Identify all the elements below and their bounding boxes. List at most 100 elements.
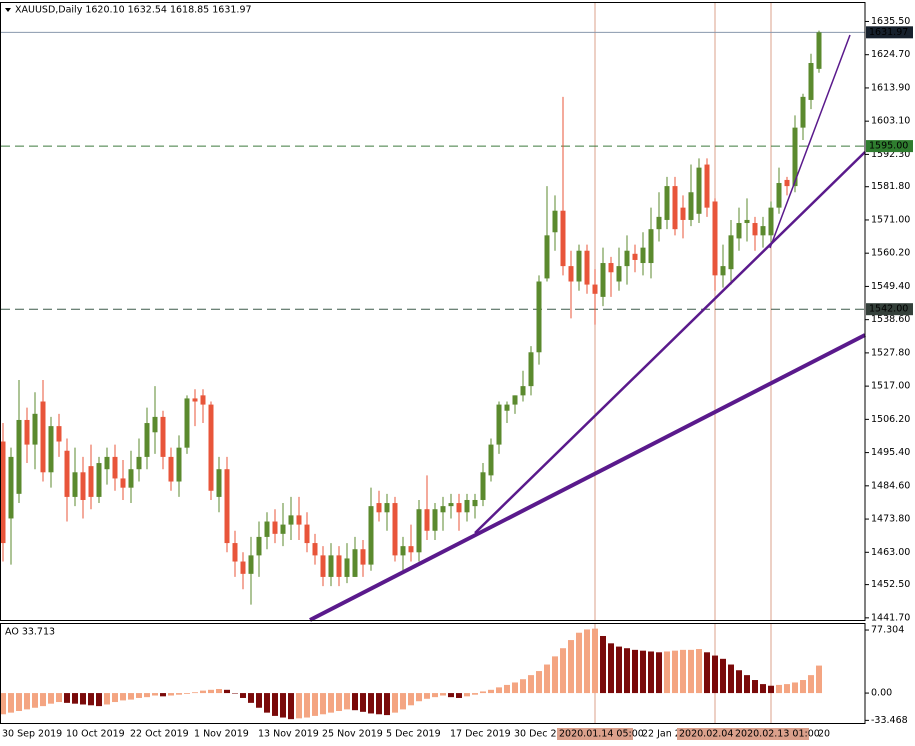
ao-bar (296, 693, 302, 719)
candle-body (496, 404, 502, 445)
candle-body (504, 404, 510, 411)
candle-body (64, 450, 70, 497)
ao-bar (264, 693, 270, 713)
ao-bar (320, 693, 326, 715)
candle-body (672, 186, 678, 230)
ao-bar (208, 689, 214, 694)
candle-body (632, 253, 638, 260)
ao-bar (168, 693, 174, 696)
candle-body (208, 404, 214, 491)
price-tag (866, 26, 913, 39)
candle-body (160, 416, 166, 457)
ao-bar (288, 693, 294, 720)
ao-bar (584, 629, 590, 694)
ao-bar (616, 646, 622, 694)
ao-bar (232, 693, 238, 694)
ao-bar (560, 648, 566, 694)
y-tick-label: 1603.10 (871, 116, 910, 127)
ao-bar (120, 693, 126, 701)
ao-bar (304, 693, 310, 718)
candle-body (24, 419, 30, 445)
x-tick-label: 5 Dec 2019 (386, 729, 441, 740)
y-tick-label: 1613.90 (871, 82, 910, 93)
candle-body (792, 127, 798, 187)
candle-body (56, 426, 62, 442)
ao-bar (800, 680, 806, 694)
candle-body (464, 499, 470, 513)
candle-body (408, 546, 414, 553)
ao-bar (136, 693, 142, 698)
candle-body (392, 503, 398, 556)
ao-bar (376, 693, 382, 715)
ao-bar (184, 693, 190, 694)
candle-body (328, 555, 334, 577)
y-tick-label: 1560.20 (871, 248, 910, 259)
candle-body (336, 555, 342, 577)
ao-bar (312, 693, 318, 716)
menu-arrow[interactable] (5, 8, 11, 12)
ao-bar (744, 675, 750, 694)
candle-body (360, 549, 366, 565)
candle-body (784, 179, 790, 187)
ao-bar (384, 693, 390, 716)
ao-bar (504, 684, 510, 694)
ao-bar (368, 693, 374, 714)
ao-bar (688, 649, 694, 694)
ao-bar (24, 693, 30, 710)
ao-bar (72, 693, 78, 704)
candle-body (16, 419, 22, 494)
ao-bar (760, 684, 766, 694)
candle-body (688, 192, 694, 220)
candle-body (152, 416, 158, 433)
candle-body (664, 186, 670, 220)
ao-bar (144, 693, 150, 698)
ao-bar (632, 649, 638, 694)
ao-bar (720, 658, 726, 694)
candle-body (808, 63, 814, 100)
candle-body (88, 466, 94, 497)
candle-body (264, 521, 270, 537)
ao-bar (64, 693, 70, 703)
ao-bar (408, 693, 414, 706)
candle-body (8, 456, 14, 519)
x-tick-label: 22 Oct 2019 (130, 729, 189, 740)
x-tick-label: 17 Dec 2019 (450, 729, 511, 740)
labels: 1635.50 1624.70 1613.90 1603.10 1592.30 1581.… (2, 16, 913, 740)
y-tick-label: 1635.50 (871, 16, 910, 27)
candle-body (32, 413, 38, 445)
candle-body (232, 543, 238, 562)
ao-bar (248, 693, 254, 703)
ao-bar (152, 693, 158, 696)
candle-body (312, 543, 318, 556)
x-tick-label: 30 Dec 20 (514, 729, 563, 740)
ao-bar (448, 693, 454, 698)
candle-body (520, 386, 526, 396)
ao-bar (224, 689, 230, 694)
candle-body (720, 266, 726, 276)
ao-bar (488, 689, 494, 694)
y-tick-label: 1581.80 (871, 181, 910, 192)
candle-body (712, 201, 718, 276)
candle-body (648, 229, 654, 264)
candle-body (200, 395, 206, 405)
x-tick-label: 20 (818, 729, 830, 740)
trend-line (309, 333, 866, 622)
ao-bar (672, 650, 678, 694)
candle-body (640, 247, 646, 264)
ao-bar (32, 693, 38, 708)
y-tick-label: 1506.20 (871, 414, 910, 425)
ao-bar (112, 693, 118, 703)
candle-body (168, 456, 174, 482)
candle-body (344, 558, 350, 577)
ao-bar (776, 684, 782, 694)
ao-bar (40, 693, 46, 707)
price-tag-label: 1595.00 (869, 141, 908, 152)
candle-body (376, 503, 382, 513)
x-tick-label: 25 Nov 2019 (322, 729, 383, 740)
ao-bar (640, 650, 646, 694)
ao-bar (424, 693, 430, 699)
candle-body (816, 32, 822, 69)
vline-tag-label: 2020.02.13 01:00 (735, 729, 820, 740)
ao-bar (104, 693, 110, 705)
ao-bar (8, 693, 14, 713)
